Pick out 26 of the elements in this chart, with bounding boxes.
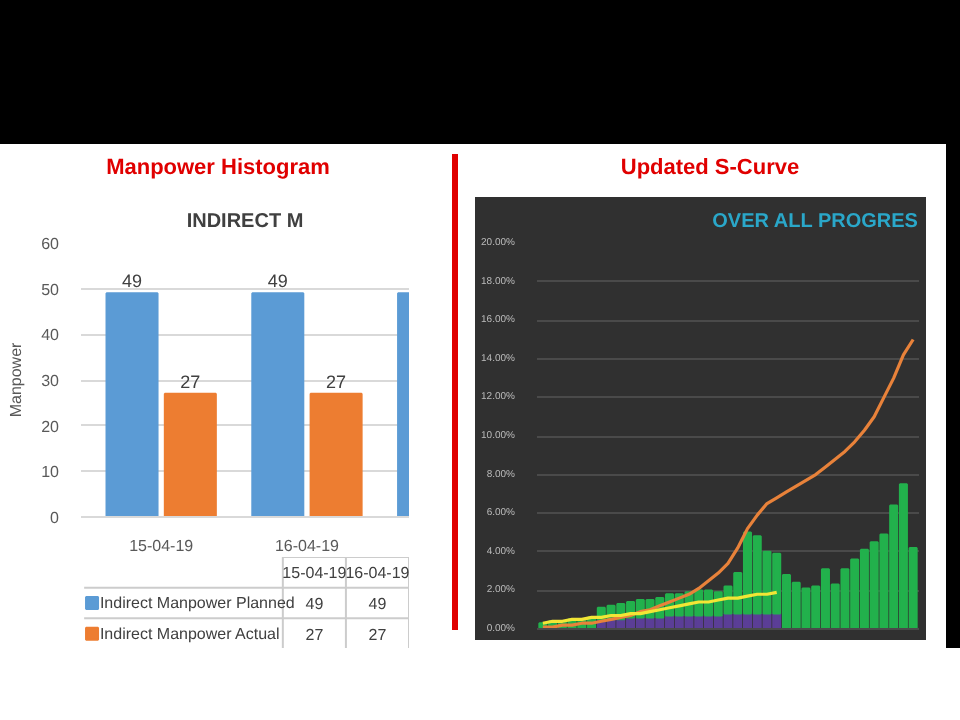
text: 27 (368, 625, 387, 644)
chart-title: Updated S-Curve (620, 154, 800, 184)
y-axis-title: Manpower (7, 341, 26, 418)
y-tick-label: 40 (41, 326, 61, 345)
data-label: 49 (122, 271, 143, 292)
line-series (541, 337, 915, 629)
line-series (541, 590, 779, 625)
text: 49 (305, 595, 324, 613)
category-label: 16-04-19 (345, 564, 410, 583)
data-label: 49 (267, 271, 288, 292)
category-label: 15-04-19 (282, 564, 347, 583)
text: 27 (305, 625, 324, 644)
y-tick-label: 50 (41, 280, 61, 299)
y-tick-label: 30 (41, 372, 61, 390)
legend-label: Indirect Manpower Actual (99, 624, 281, 643)
y-tick-label: 0 (50, 509, 61, 527)
chart-subtitle: INDIRECT M (186, 211, 304, 233)
text: 49 (368, 595, 387, 613)
legend-label: Indirect Manpower Planned (99, 594, 295, 612)
data-label: 27 (326, 371, 347, 392)
y-tick-label: 20 (41, 417, 61, 436)
y-tick-label: 60 (41, 235, 61, 253)
y-tick-label: 10 (41, 463, 61, 482)
data-label: 27 (180, 371, 201, 392)
chart-title: Manpower Histogram (106, 154, 330, 184)
chart-subtitle: OVER ALL PROGRES (712, 211, 919, 233)
